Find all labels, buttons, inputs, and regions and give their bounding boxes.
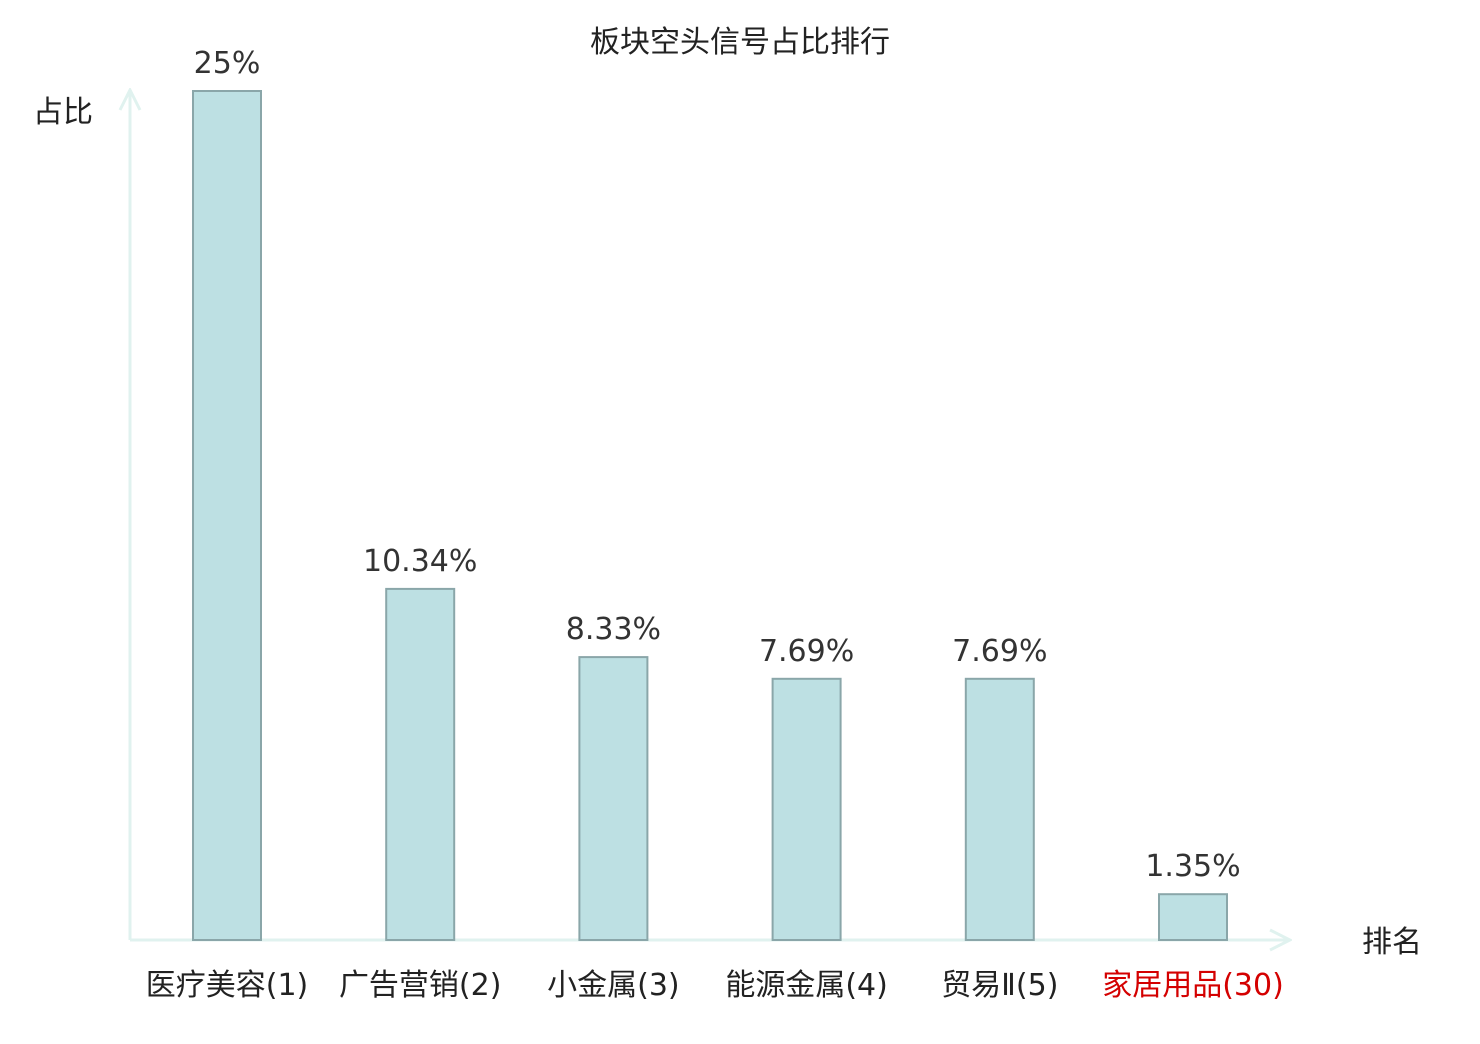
chart-title: 板块空头信号占比排行 <box>590 25 890 60</box>
value-labels-layer: 25% 10.34% 8.33% 7.69% 7.69% 1.35% <box>194 46 1241 884</box>
bar <box>578 656 649 941</box>
bar <box>964 677 1035 941</box>
bar <box>771 677 842 941</box>
bar <box>192 90 262 941</box>
x-tick-label: 家居用品(30) <box>1102 968 1284 1003</box>
x-tick-label: 医疗美容(1) <box>146 968 309 1003</box>
x-tick-label: 能源金属(4) <box>725 968 888 1003</box>
bar-value-label: 1.35% <box>1145 849 1240 884</box>
bar-value-label: 7.69% <box>759 634 854 669</box>
bar-value-label: 8.33% <box>566 612 661 647</box>
bar <box>1158 893 1228 942</box>
x-tick-label: 广告营销(2) <box>339 968 502 1003</box>
bar-value-label: 7.69% <box>952 634 1047 669</box>
bars-layer <box>192 90 1228 942</box>
bar-value-label: 10.34% <box>363 544 477 579</box>
y-axis-label: 占比 <box>33 95 93 130</box>
bar <box>385 587 456 942</box>
x-tick-label: 小金属(3) <box>547 968 680 1003</box>
x-axis-label: 排名 <box>1362 925 1422 960</box>
category-labels-layer: 医疗美容(1) 广告营销(2) 小金属(3) 能源金属(4) 贸易Ⅱ(5) 家居用品(30… <box>146 968 1284 1003</box>
bar-value-label: 25% <box>194 46 261 81</box>
x-tick-label: 贸易Ⅱ(5) <box>941 968 1058 1003</box>
